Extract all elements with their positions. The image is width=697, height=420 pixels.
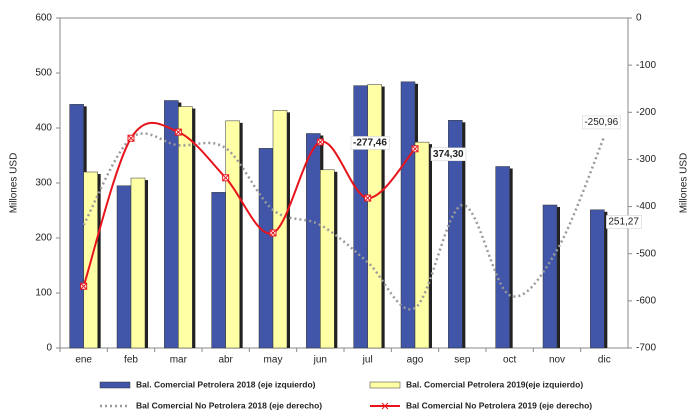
y2-tick-label: -100 <box>636 60 656 71</box>
value-label: -250,96 <box>584 117 618 128</box>
bar <box>367 84 382 349</box>
bar <box>272 110 288 349</box>
bar <box>320 169 335 349</box>
bar <box>69 104 84 349</box>
label-box <box>582 115 621 130</box>
bar <box>590 209 605 349</box>
marker-x <box>174 128 182 136</box>
label-box <box>606 215 642 229</box>
legend-label: Bal Comercial No Petrolera 2019 (eje der… <box>406 400 592 410</box>
marker-x <box>80 282 88 290</box>
y-tick-label: 500 <box>35 68 52 79</box>
bar <box>258 148 274 349</box>
marker-x <box>411 145 419 153</box>
legend-swatch <box>369 381 401 389</box>
y2-tick-label: -700 <box>636 343 656 354</box>
x-tick-label: feb <box>124 355 138 366</box>
y2-tick-label: 0 <box>636 13 642 24</box>
bar <box>495 166 510 349</box>
marker-x <box>316 138 324 146</box>
bar <box>178 106 193 349</box>
x-tick-label: oct <box>503 355 517 366</box>
bar <box>306 133 321 349</box>
y2-axis-title: Millones USD <box>679 153 690 214</box>
bar <box>116 185 132 349</box>
legend-swatch <box>99 381 131 389</box>
y-axis-title: Millones USD <box>9 153 20 214</box>
x-tick-label: dic <box>598 355 611 366</box>
x-tick-label: sep <box>454 355 471 366</box>
value-label: 374,30 <box>433 149 464 160</box>
marker-x <box>269 229 277 237</box>
marker-x <box>222 174 230 182</box>
y2-tick-label: -400 <box>636 201 656 212</box>
y-tick-label: 600 <box>35 13 52 24</box>
bar <box>448 120 463 349</box>
y-tick-label: 0 <box>46 343 52 354</box>
marker-x <box>127 134 135 142</box>
bar <box>225 120 240 349</box>
bar <box>353 85 368 349</box>
bar <box>211 192 226 349</box>
x-tick-label: ene <box>75 355 92 366</box>
y2-tick-label: -600 <box>636 295 656 306</box>
legend-label: Bal. Comercial Petrolera 2019(eje izquie… <box>406 379 583 389</box>
legend-marker <box>381 402 389 410</box>
bar <box>130 177 146 349</box>
label-box <box>350 136 390 150</box>
x-tick-label: ago <box>407 355 424 366</box>
legend-label: Bal Comercial No Petrolera 2018 (eje der… <box>136 400 322 410</box>
value-label: 251,27 <box>608 216 639 227</box>
y2-tick-label: -500 <box>636 248 656 259</box>
x-tick-label: jun <box>313 355 327 366</box>
label-box <box>430 147 467 162</box>
x-tick-label: nov <box>549 355 565 366</box>
y-tick-label: 200 <box>35 233 52 244</box>
y2-tick-label: -200 <box>636 107 656 118</box>
y-tick-label: 100 <box>35 288 52 299</box>
x-tick-label: mar <box>170 355 188 366</box>
series-line <box>82 132 606 311</box>
bar <box>164 100 179 349</box>
bar <box>414 141 430 349</box>
bar <box>542 204 558 349</box>
y-tick-label: 300 <box>35 178 52 189</box>
value-label: -277,46 <box>353 137 387 148</box>
marker-x <box>364 194 372 202</box>
legend-label: Bal. Comercial Petrolera 2018 (eje izqui… <box>136 379 316 389</box>
x-tick-label: may <box>264 355 283 366</box>
y2-tick-label: -300 <box>636 154 656 165</box>
x-tick-label: abr <box>218 355 233 366</box>
y-tick-label: 400 <box>35 123 52 134</box>
bar <box>400 81 416 349</box>
x-tick-label: jul <box>362 355 373 366</box>
